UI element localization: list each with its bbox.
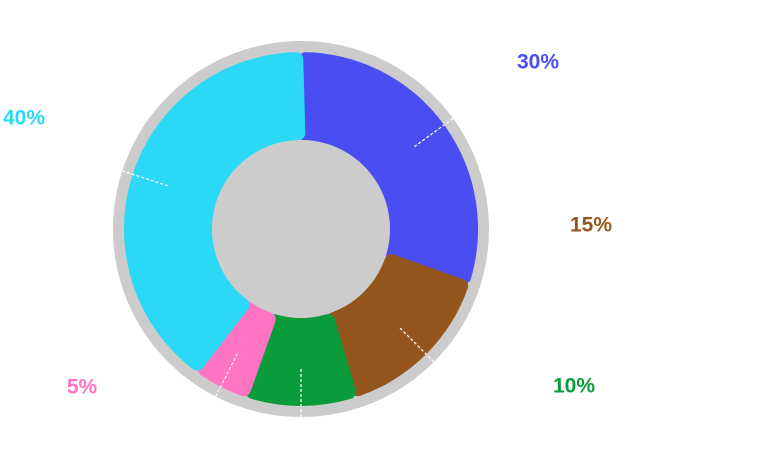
slice-percent-label: 30% bbox=[517, 51, 559, 74]
leader-line bbox=[122, 170, 169, 187]
donut-slice bbox=[296, 52, 478, 284]
slice-percent-label: 15% bbox=[570, 214, 612, 237]
slice-percent-label: 40% bbox=[3, 107, 45, 130]
donut-slice bbox=[197, 301, 276, 397]
leader-lines bbox=[122, 118, 454, 417]
donut-slices bbox=[124, 52, 478, 406]
slice-labels: 30% 15% 10% 5% 40% bbox=[3, 51, 612, 399]
slice-percent-label: 5% bbox=[67, 376, 98, 399]
donut-slice bbox=[246, 314, 356, 406]
leader-line bbox=[215, 353, 238, 397]
leader-line bbox=[399, 327, 435, 363]
donut-slice bbox=[124, 52, 306, 371]
leader-line bbox=[413, 118, 454, 148]
slice-percent-label: 10% bbox=[553, 375, 595, 398]
donut-slice bbox=[326, 254, 469, 397]
